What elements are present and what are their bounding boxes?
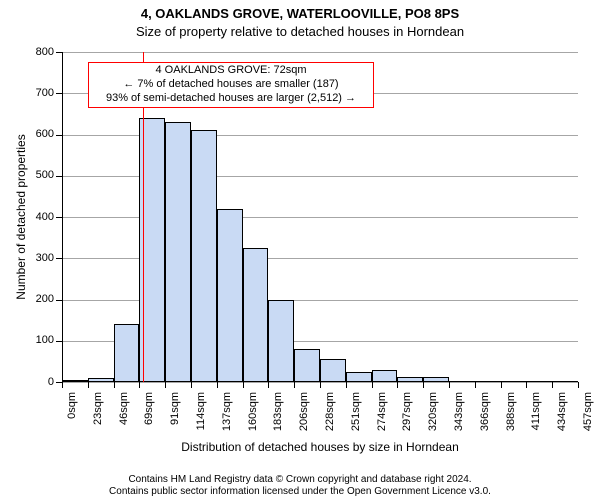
histogram-bar [268,300,294,383]
gridline [62,52,578,53]
x-tick-label: 0sqm [66,392,78,442]
histogram-bar [243,248,269,382]
y-tick-label: 500 [22,169,54,181]
x-tick [578,382,579,388]
x-tick [294,382,295,388]
chart-title-line2: Size of property relative to detached ho… [0,24,600,39]
y-axis [62,52,63,382]
x-tick [88,382,89,388]
x-tick-label: 343sqm [453,392,465,442]
y-tick-label: 700 [22,87,54,99]
chart-root: { "title_line1": "4, OAKLANDS GROVE, WAT… [0,0,600,500]
x-tick [268,382,269,388]
histogram-bar [191,130,217,382]
x-tick [449,382,450,388]
x-tick-label: 320sqm [427,392,439,442]
x-tick-label: 137sqm [221,392,233,442]
x-tick-label: 274sqm [376,392,388,442]
y-tick-label: 800 [22,46,54,58]
annotation-line: ← 7% of detached houses are smaller (187… [91,78,371,92]
annotation-line: 93% of semi-detached houses are larger (… [91,92,371,106]
histogram-bar [217,209,243,382]
histogram-bar [165,122,191,382]
x-tick-label: 388sqm [505,392,517,442]
histogram-bar [114,324,140,382]
x-tick-label: 297sqm [401,392,413,442]
x-tick [475,382,476,388]
chart-title-line1: 4, OAKLANDS GROVE, WATERLOOVILLE, PO8 8P… [0,6,600,21]
x-tick [139,382,140,388]
x-tick [165,382,166,388]
y-tick-label: 300 [22,252,54,264]
x-tick-label: 206sqm [298,392,310,442]
x-tick-label: 91sqm [169,392,181,442]
x-tick [217,382,218,388]
histogram-bar [294,349,320,382]
y-tick-label: 400 [22,211,54,223]
x-tick-label: 366sqm [479,392,491,442]
x-tick [243,382,244,388]
annotation-box: 4 OAKLANDS GROVE: 72sqm← 7% of detached … [88,62,374,108]
x-tick [114,382,115,388]
x-tick-label: 183sqm [272,392,284,442]
x-tick [372,382,373,388]
x-tick [62,382,63,388]
x-tick [526,382,527,388]
x-tick [346,382,347,388]
y-tick-label: 600 [22,128,54,140]
y-tick-label: 200 [22,293,54,305]
footer-line: Contains public sector information licen… [0,486,600,498]
x-tick-label: 411sqm [530,392,542,442]
x-tick-label: 69sqm [143,392,155,442]
x-axis-label: Distribution of detached houses by size … [62,440,578,454]
x-tick [320,382,321,388]
y-tick-label: 100 [22,334,54,346]
x-tick [501,382,502,388]
x-tick-label: 251sqm [350,392,362,442]
x-tick-label: 46sqm [118,392,130,442]
x-tick [191,382,192,388]
x-tick-label: 434sqm [556,392,568,442]
footer-attribution: Contains HM Land Registry data © Crown c… [0,474,600,498]
x-tick-label: 228sqm [324,392,336,442]
x-tick-label: 457sqm [582,392,594,442]
x-tick [552,382,553,388]
footer-line: Contains HM Land Registry data © Crown c… [0,474,600,486]
annotation-line: 4 OAKLANDS GROVE: 72sqm [91,64,371,78]
x-tick [397,382,398,388]
histogram-bar [320,359,346,382]
x-tick-label: 114sqm [195,392,207,442]
x-tick [423,382,424,388]
x-tick-label: 160sqm [247,392,259,442]
y-tick-label: 0 [22,376,54,388]
x-tick-label: 23sqm [92,392,104,442]
